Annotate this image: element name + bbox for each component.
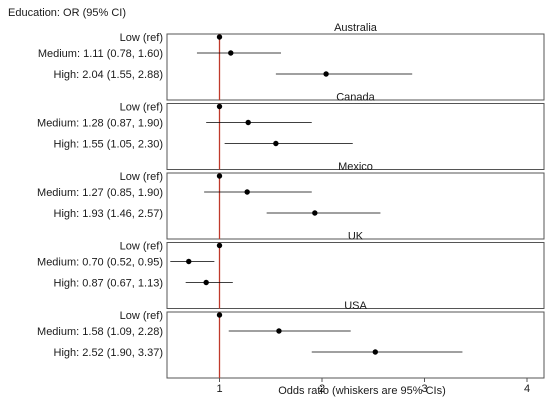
panel-canada: Canada Low (ref) Medium: 1.28 (0.87, 1.90)… (37, 92, 545, 170)
panel-title: Australia (334, 22, 378, 34)
row-label: Low (ref) (120, 241, 163, 253)
chart-title: Education: OR (95% CI) (8, 7, 126, 19)
point-estimate (312, 210, 318, 216)
point-estimate (216, 173, 223, 179)
point-estimate (216, 34, 223, 40)
panel-usa: USA Low (ref) Medium: 1.58 (1.09, 2.28) Hig… (37, 300, 545, 379)
panel-frame (166, 242, 545, 309)
row-label: Low (ref) (120, 171, 163, 183)
panel-uk: UK Low (ref) Medium: 0.70 (0.52, 0.95) High… (37, 231, 545, 309)
row-label: High: 0.87 (0.67, 1.13) (54, 278, 163, 290)
panel-australia: Australia Low (ref) Medium: 1.11 (0.78, 1.… (38, 22, 545, 101)
panel-title: Mexico (338, 161, 373, 173)
point-estimate (216, 242, 223, 249)
point-estimate (245, 119, 251, 126)
row-label: Low (ref) (120, 32, 163, 44)
row-label: High: 2.52 (1.90, 3.37) (54, 347, 163, 359)
x-tick-label: 2 (319, 383, 325, 395)
panel-title: USA (344, 300, 367, 312)
x-axis-label: Odds ratio (whiskers are 95% CIs) (278, 385, 446, 397)
row-label: High: 1.93 (1.46, 2.57) (54, 208, 163, 220)
point-estimate (228, 50, 234, 56)
row-label: High: 2.04 (1.55, 2.88) (54, 69, 163, 81)
point-estimate (372, 349, 378, 355)
panel-frame (166, 103, 545, 170)
point-estimate (186, 258, 192, 265)
x-tick-label: 1 (216, 383, 222, 395)
row-label: Low (ref) (120, 310, 163, 322)
row-label: Medium: 1.27 (0.85, 1.90) (37, 187, 163, 199)
row-label: High: 1.55 (1.05, 2.30) (54, 139, 163, 151)
point-estimate (216, 312, 223, 318)
point-estimate (203, 279, 209, 286)
panel-frame (166, 172, 545, 240)
row-label: Low (ref) (120, 102, 163, 114)
x-tick-label: 4 (524, 383, 530, 395)
x-axis: 1 2 3 4 (216, 378, 530, 395)
panel-title: UK (348, 231, 364, 243)
row-label: Medium: 0.70 (0.52, 0.95) (37, 257, 163, 269)
point-estimate (216, 103, 223, 110)
point-estimate (276, 328, 282, 334)
panels: Australia Low (ref) Medium: 1.11 (0.78, 1.… (37, 22, 545, 379)
x-tick-label: 3 (421, 383, 427, 395)
row-label: Medium: 1.11 (0.78, 1.60) (38, 48, 163, 60)
row-label: Medium: 1.28 (0.87, 1.90) (37, 118, 163, 130)
panel-frame (166, 311, 545, 379)
point-estimate (273, 140, 279, 147)
point-estimate (244, 189, 250, 195)
panel-title: Canada (336, 92, 375, 104)
panel-frame (166, 33, 545, 101)
panel-mexico: Mexico Low (ref) Medium: 1.27 (0.85, 1.90)… (37, 161, 545, 240)
point-estimate (323, 71, 329, 77)
row-label: Medium: 1.58 (1.09, 2.28) (37, 326, 163, 338)
